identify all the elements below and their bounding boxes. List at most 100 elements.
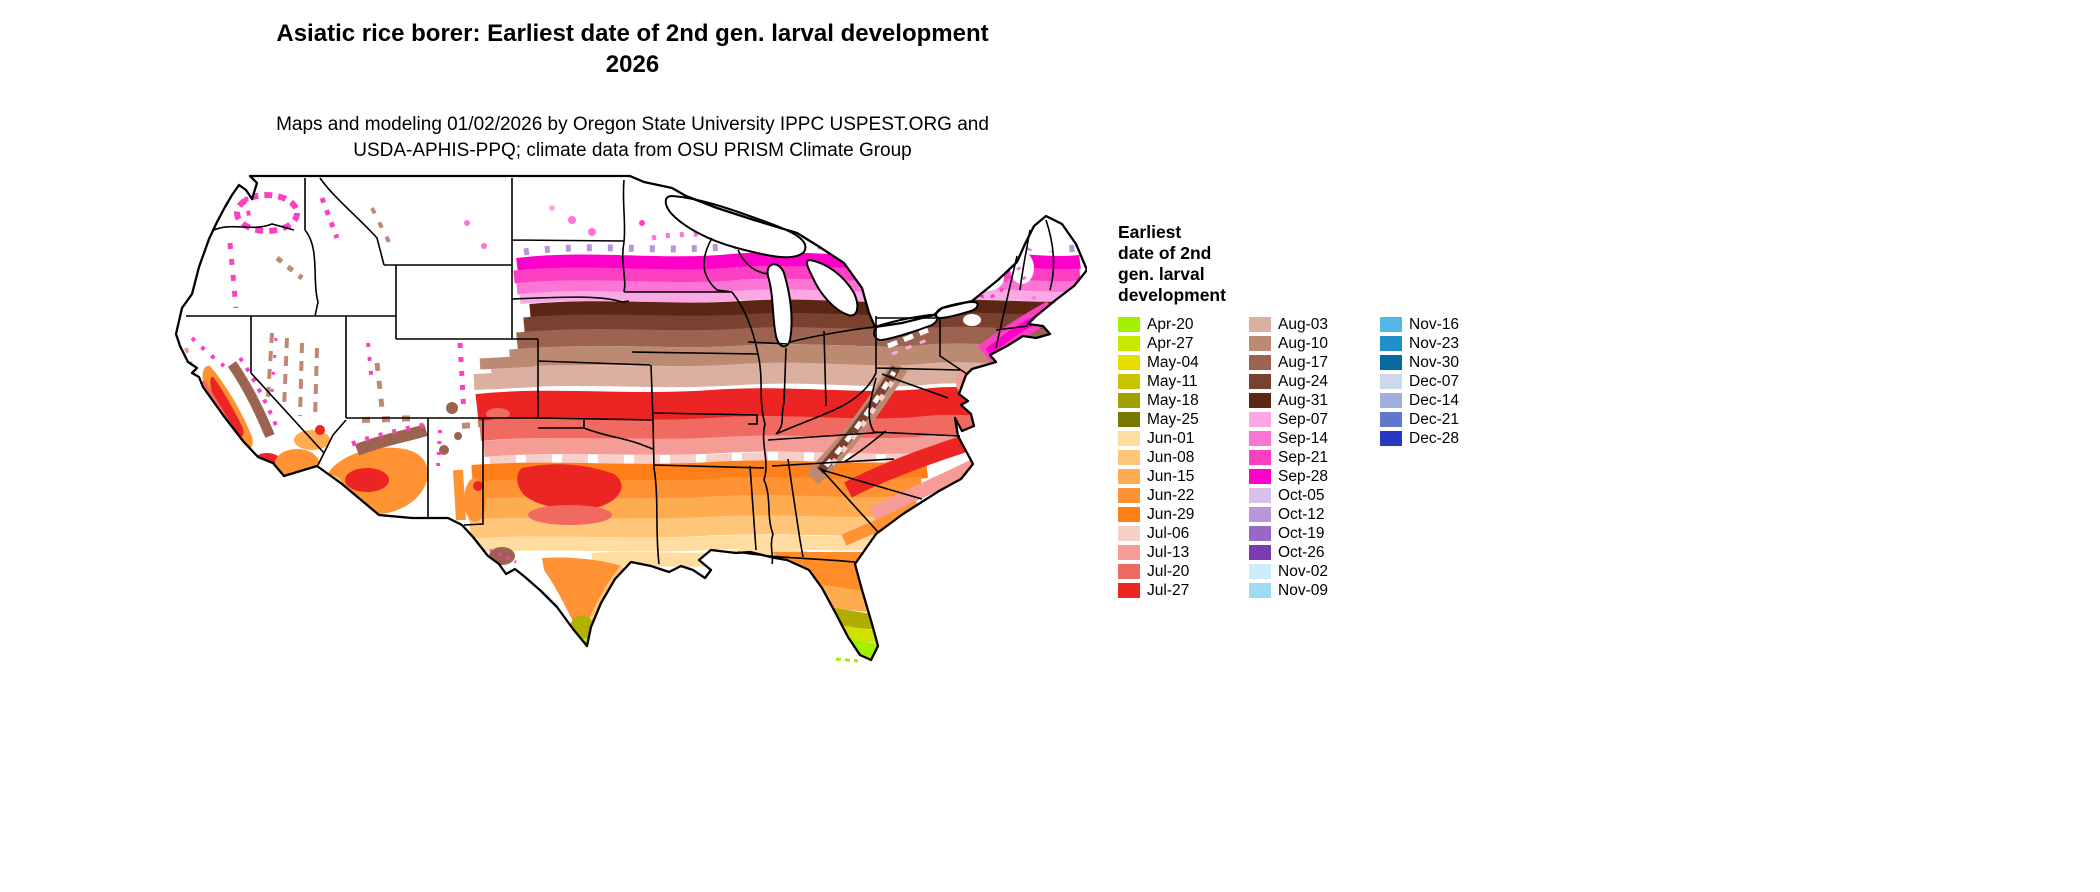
legend-swatch (1249, 545, 1271, 560)
legend-date-label: Dec-28 (1409, 429, 1459, 447)
legend-item: Jul-13 (1118, 543, 1249, 562)
legend-swatch (1118, 450, 1140, 465)
legend-item: Oct-26 (1249, 543, 1380, 562)
legend-item: Apr-20 (1118, 315, 1249, 334)
legend-column: Nov-16 Nov-23 Nov-30 Dec-07 Dec-14 Dec-21 Dec-… (1380, 315, 1511, 448)
legend-date-label: Aug-03 (1278, 315, 1328, 333)
legend-swatch (1249, 412, 1271, 427)
legend-item: Dec-14 (1380, 391, 1511, 410)
legend-item: Sep-14 (1249, 429, 1380, 448)
legend-item: Dec-28 (1380, 429, 1511, 448)
legend-column: Aug-03 Aug-10 Aug-17 Aug-24 Aug-31 Sep-07 Sep-… (1249, 315, 1380, 600)
legend-date-label: Jul-13 (1147, 543, 1190, 561)
legend-swatch (1249, 393, 1271, 408)
legend-date-label: Jul-20 (1147, 562, 1190, 580)
subtitle-line-1: Maps and modeling 01/02/2026 by Oregon S… (276, 114, 989, 135)
legend-date-label: Apr-20 (1147, 315, 1194, 333)
legend-item: Aug-24 (1249, 372, 1380, 391)
legend-date-label: Apr-27 (1147, 334, 1194, 352)
legend-swatch (1118, 545, 1140, 560)
legend-date-label: Oct-19 (1278, 524, 1325, 542)
page-title-year: 2026 (605, 51, 660, 78)
legend-date-label: Oct-26 (1278, 543, 1325, 561)
legend-date-label: Dec-21 (1409, 410, 1459, 428)
legend-date-label: Jul-27 (1147, 581, 1190, 599)
legend-swatch (1118, 317, 1140, 332)
legend-date-label: Aug-31 (1278, 391, 1328, 409)
legend-date-label: May-11 (1147, 372, 1198, 390)
state-borders (186, 177, 1055, 565)
legend-item: Aug-17 (1249, 353, 1380, 372)
florida-keys (835, 657, 859, 663)
legend-date-label: Sep-21 (1278, 448, 1328, 466)
legend-date-label: Nov-16 (1409, 315, 1459, 333)
header: Asiatic rice borer: Earliest date of 2nd… (0, 18, 1265, 164)
legend-swatch (1249, 431, 1271, 446)
legend-item: Jul-27 (1118, 581, 1249, 600)
legend-date-label: Nov-30 (1409, 353, 1459, 371)
subtitle-line-2: USDA-APHIS-PPQ; climate data from OSU PR… (353, 140, 912, 161)
map-legend: Earliest date of 2nd gen. larval developmen… (1118, 222, 1538, 600)
legend-date-label: Aug-17 (1278, 353, 1328, 371)
legend-item: Sep-21 (1249, 448, 1380, 467)
legend-title-line: gen. larval (1118, 264, 1205, 284)
legend-title-line: date of 2nd (1118, 243, 1212, 263)
legend-item: Aug-31 (1249, 391, 1380, 410)
legend-item: Dec-07 (1380, 372, 1511, 391)
legend-item: Nov-02 (1249, 562, 1380, 581)
legend-item: Oct-05 (1249, 486, 1380, 505)
legend-swatch (1249, 374, 1271, 389)
legend-date-label: Dec-07 (1409, 372, 1459, 390)
legend-item: Sep-07 (1249, 410, 1380, 429)
legend-item: Dec-21 (1380, 410, 1511, 429)
legend-item: Nov-09 (1249, 581, 1380, 600)
legend-title-line: development (1118, 285, 1226, 305)
great-lakes (664, 194, 979, 348)
legend-item: Jun-22 (1118, 486, 1249, 505)
legend-date-label: Aug-24 (1278, 372, 1328, 390)
legend-swatch (1118, 393, 1140, 408)
legend-swatch (1118, 564, 1140, 579)
legend-columns: Apr-20 Apr-27 May-04 May-11 May-18 May-25 Jun-… (1118, 315, 1538, 600)
us-map (172, 168, 1089, 668)
legend-date-label: Jun-29 (1147, 505, 1195, 523)
legend-swatch (1249, 583, 1271, 598)
legend-swatch (1118, 469, 1140, 484)
legend-swatch (1380, 355, 1402, 370)
legend-date-label: Jun-08 (1147, 448, 1195, 466)
legend-swatch (1380, 336, 1402, 351)
legend-swatch (1249, 488, 1271, 503)
legend-swatch (1118, 488, 1140, 503)
legend-swatch (1249, 317, 1271, 332)
legend-swatch (1249, 469, 1271, 484)
legend-item: Jun-15 (1118, 467, 1249, 486)
legend-item: Sep-28 (1249, 467, 1380, 486)
legend-item: Oct-12 (1249, 505, 1380, 524)
legend-title-line: Earliest (1118, 222, 1182, 242)
legend-date-label: Oct-05 (1278, 486, 1325, 504)
legend-date-label: May-18 (1147, 391, 1199, 409)
legend-swatch (1249, 336, 1271, 351)
legend-swatch (1380, 431, 1402, 446)
legend-date-label: Aug-10 (1278, 334, 1328, 352)
legend-swatch (1249, 507, 1271, 522)
map-fill-layer (176, 176, 1087, 660)
legend-date-label: Jul-06 (1147, 524, 1190, 542)
legend-item: Nov-30 (1380, 353, 1511, 372)
legend-swatch (1380, 393, 1402, 408)
legend-date-label: Nov-23 (1409, 334, 1459, 352)
legend-item: Apr-27 (1118, 334, 1249, 353)
legend-date-label: Nov-02 (1278, 562, 1328, 580)
legend-date-label: Sep-14 (1278, 429, 1328, 447)
lake-huron (806, 258, 859, 317)
legend-item: Aug-03 (1249, 315, 1380, 334)
legend-item: Nov-16 (1380, 315, 1511, 334)
legend-item: May-04 (1118, 353, 1249, 372)
legend-swatch (1249, 526, 1271, 541)
legend-swatch (1118, 374, 1140, 389)
legend-item: May-25 (1118, 410, 1249, 429)
legend-date-label: Jun-15 (1147, 467, 1195, 485)
us-map-svg (174, 174, 1089, 663)
legend-date-label: Dec-14 (1409, 391, 1459, 409)
